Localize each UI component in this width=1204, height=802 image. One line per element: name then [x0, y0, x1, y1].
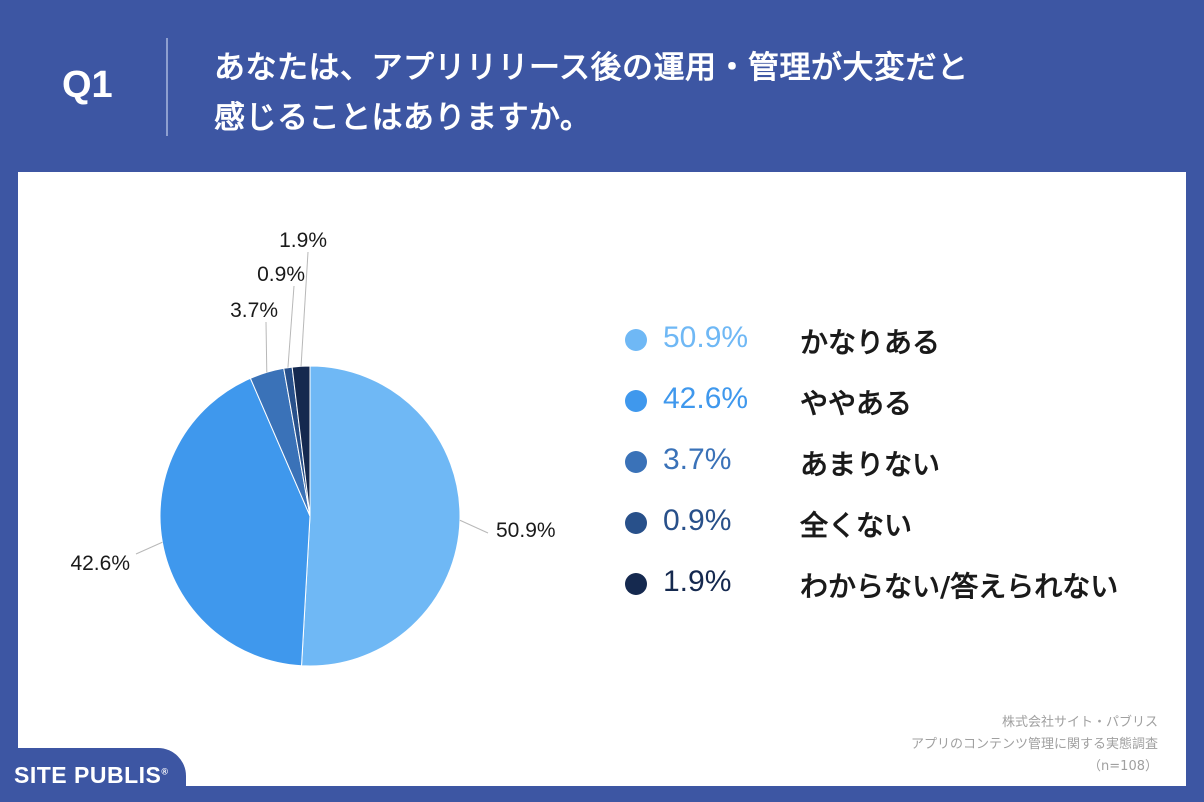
legend-percentage: 0.9%: [663, 504, 732, 537]
brand-logo-text: SITE PUBLIS®: [14, 762, 169, 788]
credit-survey-name: アプリのコンテンツ管理に関する実態調査: [910, 737, 1158, 752]
leader-line: [459, 519, 489, 534]
legend-percentage: 3.7%: [663, 443, 732, 476]
header-divider: [166, 38, 168, 136]
question-text-line2: 感じることはありますか。: [214, 100, 592, 136]
credit-sample-size: （n=108）: [1088, 759, 1158, 774]
legend-percentage: 1.9%: [663, 565, 732, 598]
data-label: 1.9%: [279, 229, 327, 252]
leader-line: [265, 321, 268, 373]
leader-line: [300, 251, 309, 367]
data-label: 3.7%: [230, 299, 278, 322]
legend-label: ややある: [800, 387, 913, 420]
leader-line: [287, 285, 295, 368]
legend-swatch: [625, 451, 647, 473]
legend-swatch: [625, 390, 647, 412]
legend-swatch: [625, 329, 647, 351]
legend-percentage: 50.9%: [663, 321, 749, 354]
legend-swatch: [625, 512, 647, 534]
data-label: 50.9%: [496, 519, 556, 542]
chart-panel: 50.9% 42.6% 3.7% 0.9% 1.9% 50.9% かなりある 42.6% やや…: [18, 172, 1186, 786]
brand-logo: SITE PUBLIS®: [0, 748, 186, 802]
leader-line: [135, 541, 163, 555]
legend-label: 全くない: [800, 509, 913, 542]
pie-slice: [159, 377, 311, 667]
data-label: 42.6%: [70, 552, 130, 575]
legend-label: わからない/答えられない: [800, 570, 1119, 603]
question-number: Q1: [62, 64, 113, 106]
data-label: 0.9%: [257, 263, 305, 286]
pie-slice: [300, 365, 461, 667]
pie-chart: 50.9% 42.6% 3.7% 0.9% 1.9%: [70, 229, 556, 667]
legend-percentage: 42.6%: [663, 382, 749, 415]
header: Q1 あなたは、アプリリリース後の運用・管理が大変だと 感じることはありますか。: [0, 0, 1204, 170]
question-text-line1: あなたは、アプリリリース後の運用・管理が大変だと: [214, 50, 969, 86]
pie-slice: [291, 365, 311, 517]
legend-swatch: [625, 573, 647, 595]
survey-credits: 株式会社サイト・パブリス アプリのコンテンツ管理に関する実態調査 （n=108）: [911, 712, 1158, 778]
legend-label: かなりある: [800, 326, 941, 359]
credit-company: 株式会社サイト・パブリス: [1001, 715, 1158, 730]
legend-label: あまりない: [800, 448, 941, 481]
